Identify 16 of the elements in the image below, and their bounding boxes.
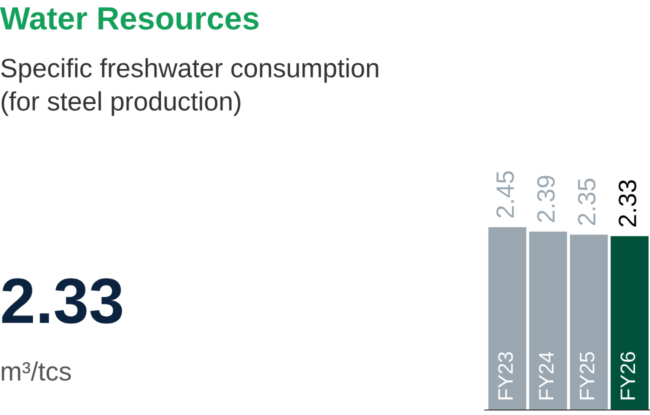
data-label: 2.33 — [618, 180, 636, 227]
x-tick-label: FY23 — [498, 352, 513, 400]
data-label: 2.45 — [496, 171, 514, 218]
text: Specific freshwater consumption (for steel production) — [1, 58, 378, 116]
bar — [488, 227, 526, 410]
data-label: 2.39 — [537, 176, 555, 222]
x-tick-label: FY26 — [620, 352, 636, 400]
text: m³/tcs — [2, 361, 71, 381]
x-tick-label: FY24 — [538, 352, 554, 400]
bar — [529, 232, 568, 410]
bar — [610, 236, 649, 410]
text: 2.33 — [2, 278, 122, 324]
x-tick-label: FY25 — [580, 352, 594, 400]
text: Water Resources — [0, 7, 258, 30]
bar — [570, 234, 608, 410]
data-label: 2.35 — [578, 178, 596, 226]
